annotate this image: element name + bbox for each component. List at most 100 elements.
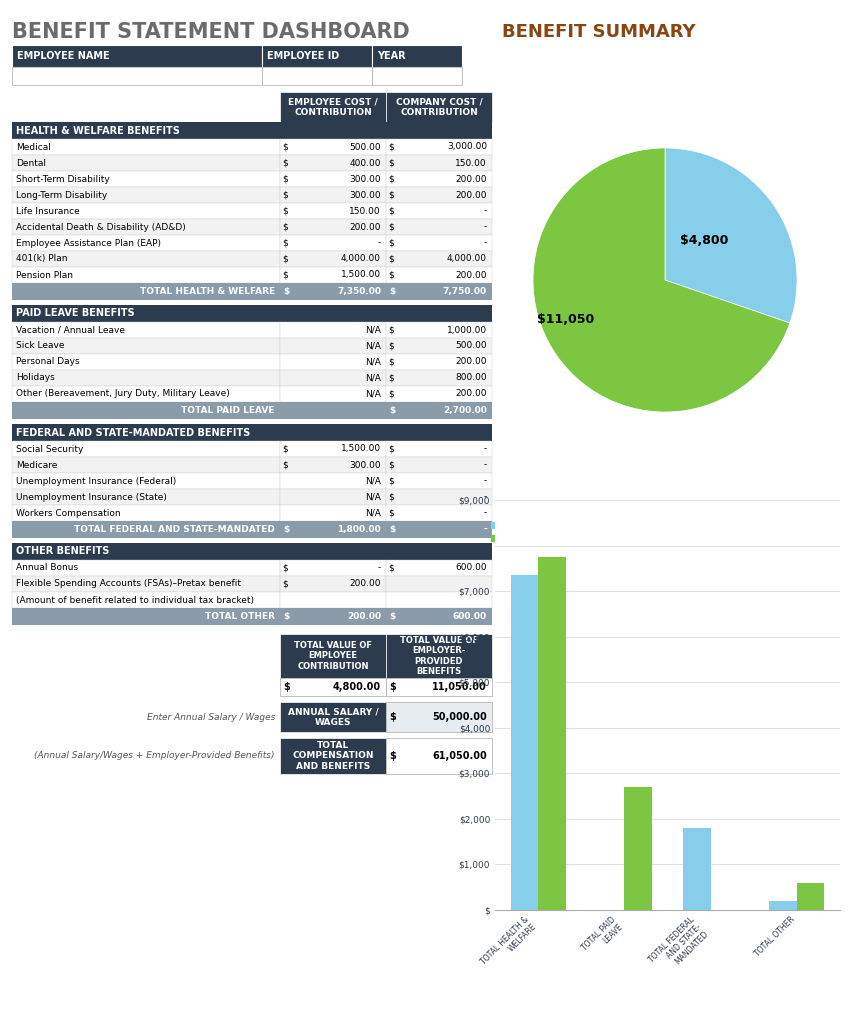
Text: $: $	[283, 254, 292, 263]
Text: $: $	[389, 239, 398, 248]
Text: $: $	[389, 389, 398, 398]
Text: 2,700.00: 2,700.00	[443, 406, 487, 415]
Text: Vacation / Annual Leave: Vacation / Annual Leave	[16, 325, 125, 334]
Text: 300.00: 300.00	[349, 460, 381, 469]
Bar	[386, 489, 492, 505]
Bar	[280, 441, 386, 457]
Bar	[797, 883, 824, 910]
Wedge shape	[665, 148, 797, 323]
Text: -: -	[484, 460, 487, 469]
Text: 200.00: 200.00	[455, 175, 487, 184]
Bar	[386, 92, 492, 122]
Text: BENEFIT STATEMENT DASHBOARD: BENEFIT STATEMENT DASHBOARD	[12, 22, 410, 42]
Text: 200.00: 200.00	[349, 579, 381, 588]
Text: 400.00: 400.00	[349, 158, 381, 168]
Text: $: $	[389, 525, 395, 534]
Text: Unemployment Insurance (Federal): Unemployment Insurance (Federal)	[16, 477, 176, 486]
Bar	[386, 702, 492, 732]
Text: 50,000.00: 50,000.00	[432, 712, 487, 722]
Text: 1,500.00: 1,500.00	[341, 445, 381, 453]
Text: 600.00: 600.00	[455, 564, 487, 572]
Bar	[280, 322, 386, 338]
Text: $: $	[389, 445, 398, 453]
Bar	[770, 901, 797, 910]
Bar	[280, 139, 386, 155]
Bar	[280, 251, 386, 267]
Bar	[372, 67, 462, 85]
Bar	[12, 576, 280, 592]
Text: N/A: N/A	[366, 358, 381, 367]
Text: $: $	[389, 682, 395, 692]
Bar	[12, 267, 280, 283]
Text: $: $	[283, 239, 292, 248]
Text: $: $	[283, 612, 289, 621]
Text: TOTAL HEALTH & WELFARE: TOTAL HEALTH & WELFARE	[140, 287, 275, 296]
Bar	[12, 505, 280, 521]
Text: 4,800.00: 4,800.00	[333, 682, 381, 692]
Bar	[280, 92, 386, 122]
Text: Social Security: Social Security	[16, 445, 83, 453]
Bar	[538, 557, 566, 910]
Text: $: $	[283, 158, 292, 168]
Text: Long-Term Disability: Long-Term Disability	[16, 191, 107, 199]
Text: $: $	[389, 270, 398, 279]
Bar	[12, 155, 280, 171]
Bar	[386, 171, 492, 187]
Text: 200.00: 200.00	[455, 389, 487, 398]
Text: Life Insurance: Life Insurance	[16, 206, 80, 215]
Text: -: -	[484, 223, 487, 232]
Bar	[12, 543, 492, 560]
Bar	[280, 634, 386, 678]
Text: 600.00: 600.00	[453, 612, 487, 621]
Text: N/A: N/A	[366, 325, 381, 334]
Text: ANNUAL SALARY /
WAGES: ANNUAL SALARY / WAGES	[288, 707, 378, 726]
Text: $: $	[389, 206, 398, 215]
Bar	[12, 187, 280, 203]
Text: HEALTH & WELFARE BENEFITS: HEALTH & WELFARE BENEFITS	[16, 126, 180, 135]
Bar	[12, 45, 262, 67]
Text: TOTAL PAID LEAVE: TOTAL PAID LEAVE	[181, 406, 275, 415]
Text: $: $	[283, 175, 292, 184]
Text: $: $	[389, 612, 395, 621]
Text: $4,800: $4,800	[681, 234, 728, 247]
Text: 150.00: 150.00	[349, 206, 381, 215]
Bar	[386, 560, 492, 576]
Bar	[386, 338, 492, 354]
Bar	[12, 424, 492, 441]
Text: Sick Leave: Sick Leave	[16, 341, 64, 351]
Text: Dental: Dental	[16, 158, 46, 168]
Text: $: $	[389, 460, 398, 469]
Text: 200.00: 200.00	[455, 270, 487, 279]
Text: EMPLOYEE COST /
CONTRIBUTION: EMPLOYEE COST / CONTRIBUTION	[288, 98, 377, 117]
Text: TOTAL FEDERAL AND STATE-MANDATED: TOTAL FEDERAL AND STATE-MANDATED	[74, 525, 275, 534]
Text: $: $	[283, 270, 292, 279]
Bar	[12, 67, 262, 85]
Bar	[280, 155, 386, 171]
Text: 500.00: 500.00	[455, 341, 487, 351]
Bar	[386, 505, 492, 521]
Bar	[280, 592, 386, 608]
Text: $: $	[283, 564, 292, 572]
Text: $: $	[389, 712, 395, 722]
Text: $: $	[389, 325, 398, 334]
Text: TOTAL OTHER: TOTAL OTHER	[205, 612, 275, 621]
Bar	[12, 338, 280, 354]
Bar	[386, 473, 492, 489]
Text: $: $	[283, 206, 292, 215]
Text: Annual Bonus: Annual Bonus	[16, 564, 78, 572]
Text: 11,050.00: 11,050.00	[432, 682, 487, 692]
Bar	[12, 283, 492, 300]
Text: COMPANY COST /
CONTRIBUTION: COMPANY COST / CONTRIBUTION	[395, 98, 483, 117]
Text: YEAR: YEAR	[377, 51, 406, 61]
Text: $: $	[389, 374, 398, 382]
Text: Other (Bereavement, Jury Duty, Military Leave): Other (Bereavement, Jury Duty, Military …	[16, 389, 229, 398]
Text: EMPLOYEE NAME: EMPLOYEE NAME	[17, 51, 110, 61]
Text: $: $	[283, 579, 292, 588]
Bar	[12, 441, 280, 457]
Bar	[372, 45, 462, 67]
Bar	[12, 219, 280, 235]
Wedge shape	[533, 148, 790, 412]
Text: $: $	[389, 287, 395, 296]
Bar	[280, 473, 386, 489]
Text: $: $	[389, 254, 398, 263]
